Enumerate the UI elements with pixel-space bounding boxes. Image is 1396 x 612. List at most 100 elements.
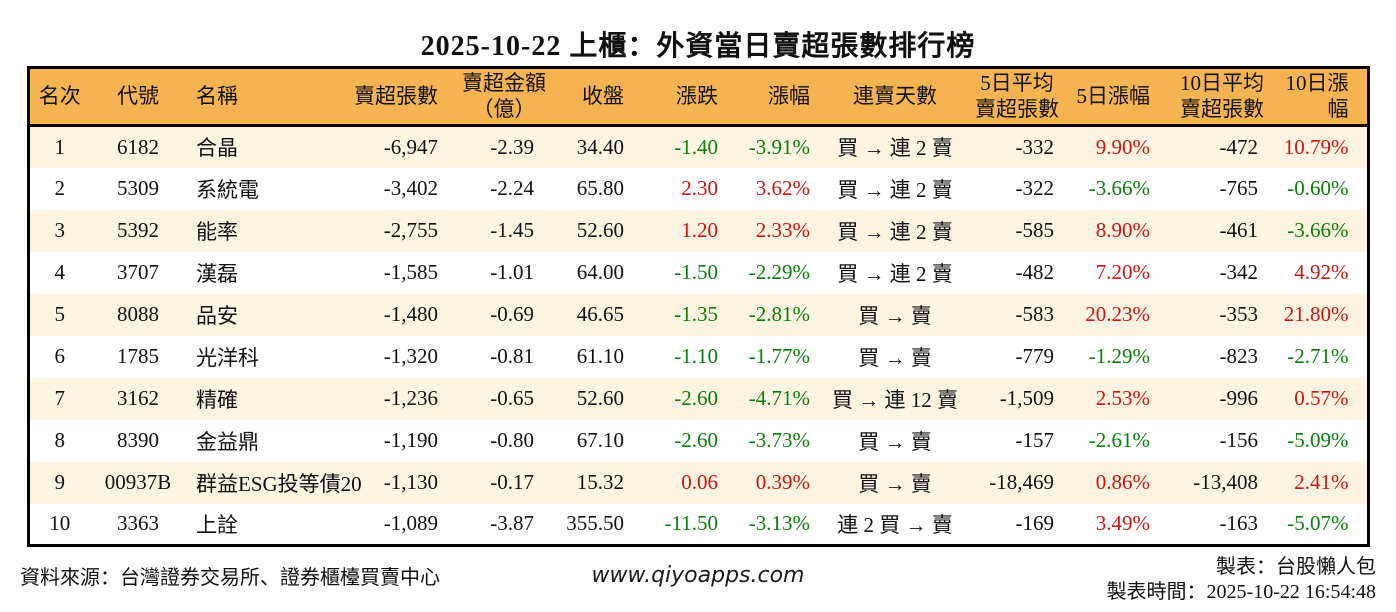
table-row: 10 3363 上詮 -1,089 -3.87 355.50 -11.50 -3.13% 連 2… bbox=[28, 504, 1368, 546]
cell-sell-qty: -1,236 bbox=[383, 386, 438, 410]
cell-change-pct: -4.71% bbox=[748, 386, 810, 410]
cell-change: -1.35 bbox=[674, 302, 718, 326]
cell-avg5: -482 bbox=[1015, 260, 1055, 284]
cell-change-pct: 3.62% bbox=[755, 176, 810, 200]
cell-avg5: -18,469 bbox=[989, 470, 1054, 494]
cell-rank: 1 bbox=[54, 134, 66, 159]
cell-pct10: -0.60% bbox=[1287, 176, 1349, 200]
cell-streak: 買 → 連 2 賣 bbox=[837, 136, 953, 161]
cell-avg10: -765 bbox=[1219, 176, 1259, 200]
cell-change: 2.30 bbox=[681, 176, 718, 200]
cell-pct10: -3.66% bbox=[1287, 218, 1349, 242]
cell-code: 00937B bbox=[104, 470, 172, 494]
cell-name: 精確 bbox=[196, 387, 238, 412]
cell-change: -11.50 bbox=[664, 511, 718, 536]
cell-sell-amt: -0.65 bbox=[490, 386, 534, 410]
table-row: 9 00937B 群益ESG投等債20 -1,130 -0.17 15.32 0.06 0.3… bbox=[28, 461, 1368, 504]
table-row: 8 8390 金益鼎 -1,190 -0.80 67.10 -2.60 -3.73% 買 → 賣… bbox=[28, 420, 1368, 462]
cell-close: 15.32 bbox=[576, 470, 624, 494]
cell-code: 8088 bbox=[117, 302, 159, 326]
cell-avg5: -157 bbox=[1015, 428, 1055, 452]
cell-code: 5309 bbox=[117, 176, 159, 200]
col-header-change-pct: 漲幅 bbox=[736, 67, 828, 127]
cell-avg10: -823 bbox=[1219, 344, 1259, 368]
cell-sell-qty: -1,130 bbox=[383, 470, 438, 494]
col-header-sell-qty: 賣超張數 bbox=[348, 67, 456, 127]
cell-streak: 買 → 賣 bbox=[858, 471, 932, 496]
cell-name: 光洋科 bbox=[196, 345, 259, 370]
cell-change: -1.50 bbox=[674, 260, 718, 284]
cell-avg10: -163 bbox=[1219, 511, 1259, 536]
cell-close: 52.60 bbox=[576, 218, 624, 242]
cell-pct10: -2.71% bbox=[1287, 344, 1349, 368]
cell-change-pct: -1.77% bbox=[748, 344, 810, 368]
cell-sell-qty: -1,190 bbox=[383, 428, 438, 452]
cell-avg10: -156 bbox=[1219, 428, 1259, 452]
col-header-avg10: 10日平均 賣超張數 bbox=[1168, 67, 1276, 127]
cell-avg10: -461 bbox=[1219, 218, 1259, 242]
cell-pct10: 0.57% bbox=[1294, 386, 1349, 410]
cell-streak: 買 → 連 12 賣 bbox=[832, 387, 958, 412]
col-header-pct5: 5日漲幅 bbox=[1072, 67, 1168, 127]
cell-streak: 買 → 賣 bbox=[858, 345, 932, 370]
cell-avg5: -779 bbox=[1015, 344, 1055, 368]
data-source-label: 資料來源：台灣證券交易所、證券櫃檯買賣中心 bbox=[20, 567, 440, 589]
cell-name: 品安 bbox=[196, 303, 238, 328]
author-label: 製表：台股懶人包 bbox=[1216, 556, 1376, 578]
cell-close: 65.80 bbox=[576, 176, 624, 200]
cell-avg5: -169 bbox=[1015, 511, 1055, 536]
cell-change-pct: -3.91% bbox=[748, 134, 810, 159]
cell-pct10: 2.41% bbox=[1294, 470, 1349, 494]
cell-avg10: -342 bbox=[1219, 260, 1259, 284]
col-header-streak: 連賣天數 bbox=[828, 67, 962, 127]
cell-close: 64.00 bbox=[576, 260, 624, 284]
cell-avg5: -332 bbox=[1015, 134, 1055, 159]
cell-pct5: 3.49% bbox=[1095, 511, 1150, 536]
cell-pct5: 8.90% bbox=[1095, 218, 1150, 242]
table-row: 3 5392 能率 -2,755 -1.45 52.60 1.20 2.33% 買 → 連 2 … bbox=[28, 209, 1368, 252]
col-header-close: 收盤 bbox=[552, 67, 642, 127]
cell-code: 5392 bbox=[117, 218, 159, 242]
cell-name: 系統電 bbox=[196, 177, 259, 202]
cell-pct5: -1.29% bbox=[1088, 344, 1150, 368]
cell-avg10: -353 bbox=[1219, 302, 1259, 326]
cell-name: 漢磊 bbox=[196, 261, 238, 286]
cell-sell-amt: -1.45 bbox=[490, 218, 534, 242]
table-row: 6 1785 光洋科 -1,320 -0.81 61.10 -1.10 -1.77% 買 → 賣… bbox=[28, 336, 1368, 378]
table-row: 2 5309 系統電 -3,402 -2.24 65.80 2.30 3.62% 買 → 連 2… bbox=[28, 168, 1368, 210]
cell-pct5: -3.66% bbox=[1088, 176, 1150, 200]
cell-streak: 買 → 連 2 賣 bbox=[837, 177, 953, 202]
cell-close: 52.60 bbox=[576, 386, 624, 410]
cell-pct5: 20.23% bbox=[1085, 302, 1150, 326]
cell-rank: 6 bbox=[54, 344, 66, 368]
cell-sell-amt: -0.80 bbox=[490, 428, 534, 452]
page-footer: 資料來源：台灣證券交易所、證券櫃檯買賣中心 www.qiyoapps.com 製… bbox=[20, 553, 1376, 607]
cell-sell-amt: -2.39 bbox=[490, 134, 534, 159]
cell-streak: 買 → 賣 bbox=[858, 303, 932, 328]
cell-rank: 9 bbox=[54, 470, 66, 494]
cell-pct10: 4.92% bbox=[1294, 260, 1349, 284]
cell-change-pct: -2.29% bbox=[748, 260, 810, 284]
cell-change-pct: 0.39% bbox=[755, 470, 810, 494]
table-row: 5 8088 品安 -1,480 -0.69 46.65 -1.35 -2.81% 買 → 賣 -… bbox=[28, 293, 1368, 336]
col-header-avg5: 5日平均 賣超張數 bbox=[962, 67, 1072, 127]
cell-avg5: -1,509 bbox=[999, 386, 1054, 410]
cell-streak: 連 2 買 → 賣 bbox=[837, 512, 953, 537]
cell-avg5: -322 bbox=[1015, 176, 1055, 200]
table-header-row: 名次 代號 名稱 賣超張數 賣超金額 （億） 收盤 漲跌 漲幅 連賣天數 5日平… bbox=[28, 67, 1368, 127]
cell-change-pct: -3.73% bbox=[748, 428, 810, 452]
cell-pct5: 9.90% bbox=[1095, 134, 1150, 159]
cell-change-pct: -2.81% bbox=[748, 302, 810, 326]
cell-rank: 7 bbox=[54, 386, 66, 410]
cell-change-pct: 2.33% bbox=[755, 218, 810, 242]
cell-rank: 10 bbox=[49, 511, 71, 536]
cell-streak: 買 → 連 2 賣 bbox=[837, 219, 953, 244]
table-row: 4 3707 漢磊 -1,585 -1.01 64.00 -1.50 -2.29% 買 → 連 … bbox=[28, 252, 1368, 294]
col-header-rank: 名次 bbox=[28, 67, 90, 127]
cell-pct10: -5.07% bbox=[1287, 511, 1349, 536]
cell-sell-qty: -1,320 bbox=[383, 344, 438, 368]
table-row: 7 3162 精確 -1,236 -0.65 52.60 -2.60 -4.71% 買 → 連 … bbox=[28, 377, 1368, 420]
cell-rank: 2 bbox=[54, 176, 66, 200]
cell-pct5: 0.86% bbox=[1095, 470, 1150, 494]
cell-close: 61.10 bbox=[576, 344, 624, 368]
